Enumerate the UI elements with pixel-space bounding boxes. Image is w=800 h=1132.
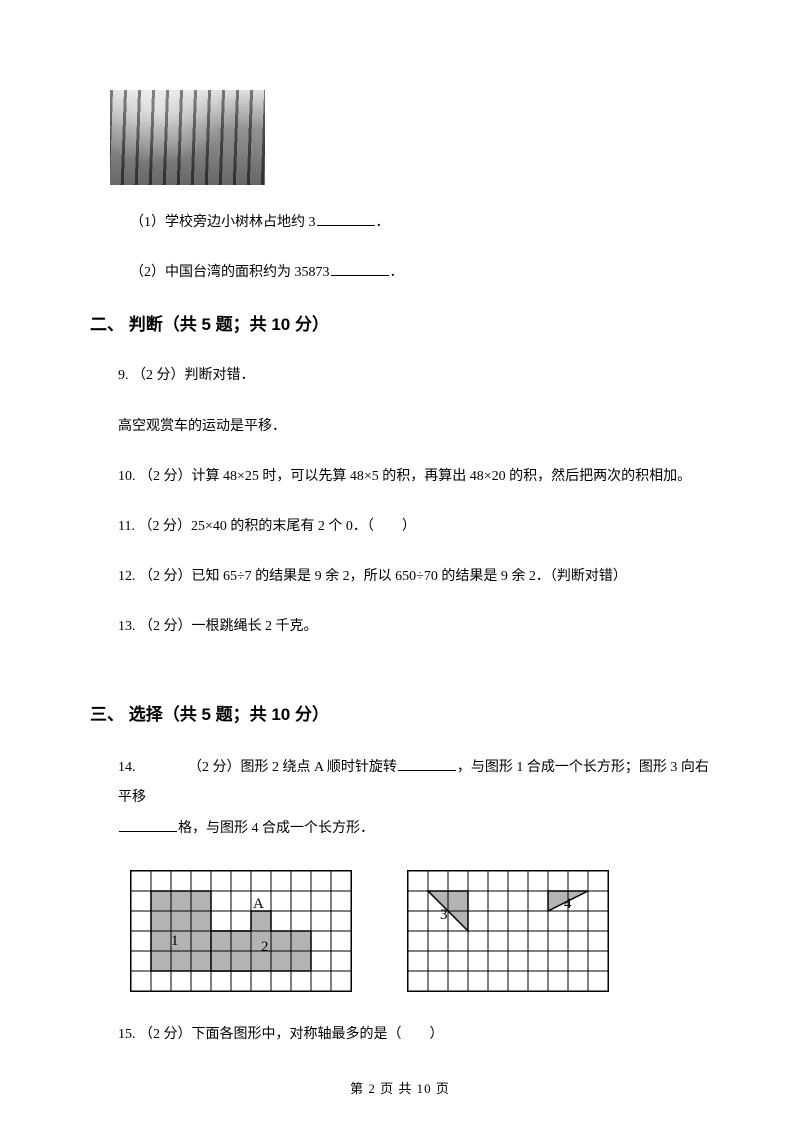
q13: 13. （2 分）一根跳绳长 2 千克。 xyxy=(90,614,710,639)
q9-line1: 9. （2 分）判断对错． xyxy=(90,363,710,388)
section3-title: 三、 选择（共 5 题；共 10 分） xyxy=(90,700,710,725)
q14-part-a: 14. （2 分）图形 2 绕点 A 顺时针旋转 xyxy=(118,760,397,775)
blank xyxy=(317,212,375,226)
q9-line2: 高空观赏车的运动是平移． xyxy=(90,414,710,439)
q8-sub2-suffix: ． xyxy=(390,265,404,280)
svg-text:3: 3 xyxy=(440,907,448,923)
section2-title: 二、 判断（共 5 题；共 10 分） xyxy=(90,310,710,335)
blank xyxy=(398,757,456,771)
page-footer: 第 2 页 共 10 页 xyxy=(0,1078,800,1097)
q8-sub2: （2）中国台湾的面积约为 35873 ． xyxy=(90,260,710,285)
q8-sub1-prefix: （1）学校旁边小树林占地约 3 xyxy=(130,215,316,230)
q15: 15. （2 分）下面各图形中，对称轴最多的是（ ） xyxy=(90,1022,710,1047)
grid-left-svg: 1 2 A xyxy=(131,871,351,991)
grid-right: 34 xyxy=(407,870,609,992)
q8-sub2-prefix: （2）中国台湾的面积约为 35873 xyxy=(130,265,330,280)
q14: 14. （2 分）图形 2 绕点 A 顺时针旋转，与图形 1 合成一个长方形；图… xyxy=(90,753,710,845)
blank xyxy=(331,262,389,276)
svg-text:4: 4 xyxy=(564,896,572,912)
q12: 12. （2 分）已知 65÷7 的结果是 9 余 2，所以 650÷70 的结… xyxy=(90,564,710,589)
q14-part-c: 格，与图形 4 合成一个长方形． xyxy=(178,821,374,836)
svg-text:2: 2 xyxy=(261,939,269,955)
q8-sub1-suffix: ． xyxy=(376,215,390,230)
svg-text:1: 1 xyxy=(171,933,179,949)
blank xyxy=(119,818,177,832)
q8-sub1: （1）学校旁边小树林占地约 3 ． xyxy=(90,210,710,235)
grid-left: 1 2 A xyxy=(130,870,352,992)
forest-image xyxy=(110,90,265,185)
svg-text:A: A xyxy=(253,896,264,912)
q10: 10. （2 分）计算 48×25 时，可以先算 48×5 的积，再算出 48×… xyxy=(90,464,710,489)
q11: 11. （2 分）25×40 的积的末尾有 2 个 0．（ ） xyxy=(90,514,710,539)
grid-right-svg: 34 xyxy=(408,871,608,991)
